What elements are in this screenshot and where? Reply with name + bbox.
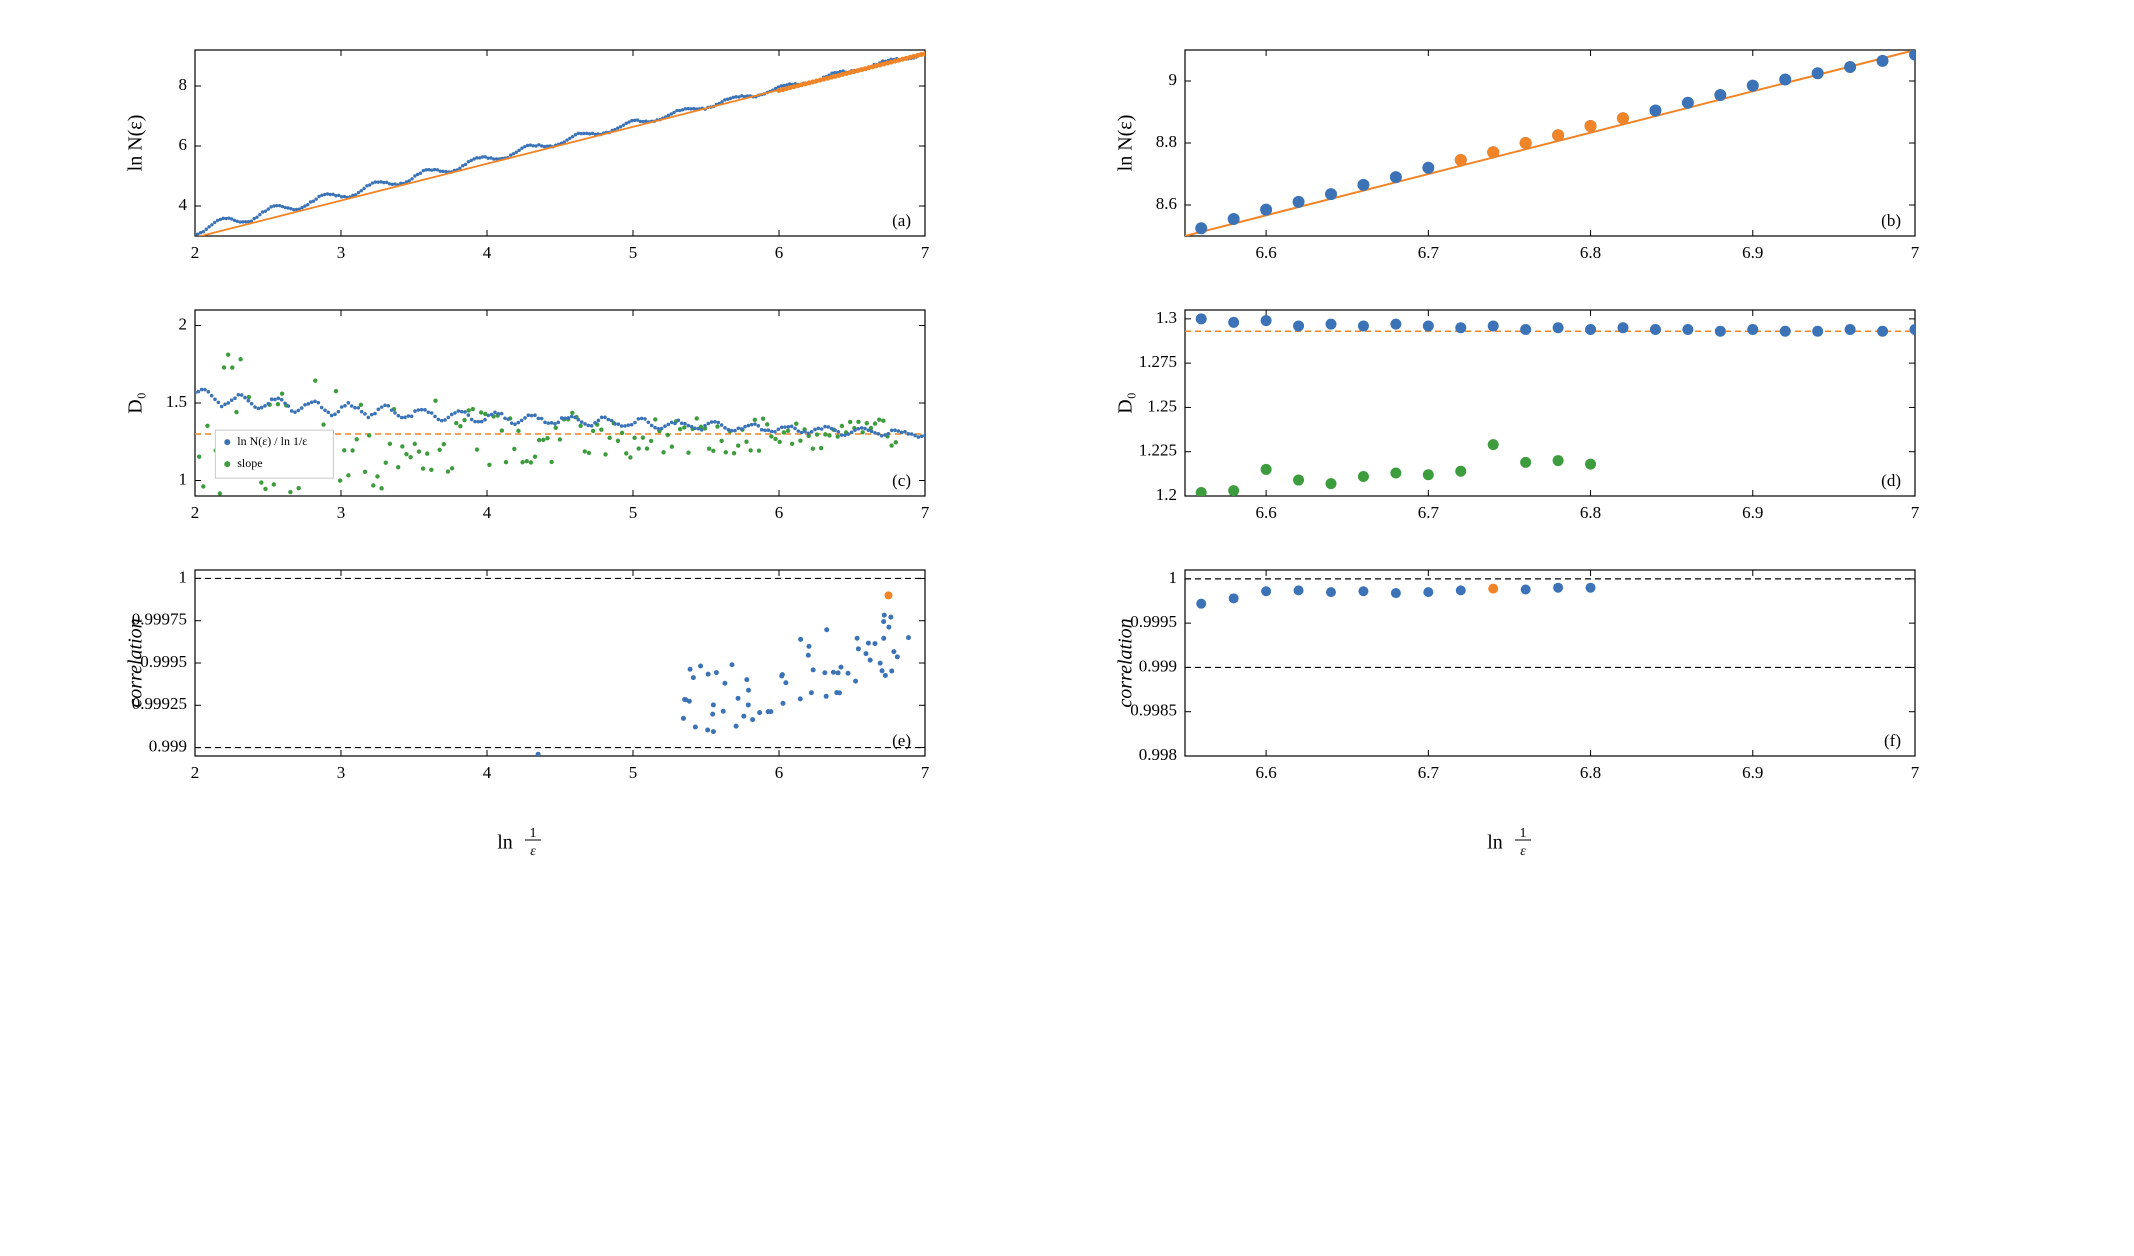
panel-c: 2 3 4 5 6 7 1 1.5 2 D₀ (c) ln N(ε) / ln 1/ε slope (117, 300, 1027, 530)
svg-text:0.9985: 0.9985 (1130, 701, 1177, 720)
panel-f: 6.6 6.7 6.8 6.9 7 0.998 0.9985 0.999 0.9995 1 corr… (1107, 560, 2017, 790)
svg-text:(d): (d) (1881, 471, 1901, 490)
svg-text:6.7: 6.7 (1418, 243, 1440, 262)
svg-text:ln N(ε): ln N(ε) (125, 115, 147, 172)
svg-text:3: 3 (337, 503, 346, 522)
svg-text:0.999: 0.999 (1139, 656, 1177, 675)
svg-text:correlation: correlation (1115, 618, 1137, 707)
svg-text:6.6: 6.6 (1255, 243, 1276, 262)
svg-text:7: 7 (1911, 243, 1920, 262)
svg-text:4: 4 (483, 243, 492, 262)
xlabel: ln 1 ε (1107, 820, 2017, 866)
svg-text:6.9: 6.9 (1742, 503, 1763, 522)
svg-text:ln N(ε) / ln 1/ε: ln N(ε) / ln 1/ε (237, 434, 307, 448)
svg-text:7: 7 (1911, 763, 1920, 782)
svg-text:4: 4 (483, 503, 492, 522)
xlabel: ln 1 ε (117, 820, 1027, 866)
panel-e: 2345670.9990.999250.99950.999751correlat… (117, 560, 1027, 790)
svg-text:slope: slope (237, 456, 262, 470)
svg-text:1: 1 (179, 567, 188, 586)
svg-text:6: 6 (179, 135, 188, 154)
panel-a: 2 3 4 5 6 7 4 6 8 ln N(ε) (a) (117, 40, 1027, 270)
svg-text:6.7: 6.7 (1418, 763, 1440, 782)
svg-text:6.8: 6.8 (1580, 503, 1601, 522)
svg-text:1.2: 1.2 (1156, 485, 1177, 504)
panel-b: 6.6 6.7 6.8 6.9 7 8.6 8.8 9 ln N(ε) (b) (1107, 40, 2017, 270)
svg-text:(c): (c) (892, 471, 911, 490)
svg-text:1: 1 (530, 826, 537, 841)
svg-text:2: 2 (191, 763, 200, 782)
svg-text:7: 7 (921, 243, 930, 262)
svg-text:(f): (f) (1884, 731, 1901, 750)
svg-text:0.999: 0.999 (149, 736, 187, 755)
svg-text:8: 8 (179, 75, 188, 94)
svg-text:2: 2 (179, 314, 188, 333)
svg-text:D₀: D₀ (1115, 392, 1137, 413)
svg-text:6.9: 6.9 (1742, 763, 1763, 782)
svg-text:3: 3 (337, 243, 346, 262)
svg-text:6.7: 6.7 (1418, 503, 1440, 522)
svg-text:ε: ε (1520, 844, 1526, 859)
svg-text:6.6: 6.6 (1255, 763, 1276, 782)
svg-text:correlation: correlation (125, 618, 147, 707)
svg-text:4: 4 (483, 763, 492, 782)
svg-text:0.9995: 0.9995 (1130, 612, 1177, 631)
svg-text:5: 5 (629, 243, 638, 262)
svg-text:6: 6 (775, 503, 784, 522)
svg-text:(b): (b) (1881, 211, 1901, 230)
svg-text:D₀: D₀ (125, 392, 147, 413)
svg-text:5: 5 (629, 503, 638, 522)
svg-text:5: 5 (629, 763, 638, 782)
panel-d: 6.6 6.7 6.8 6.9 7 1.2 1.225 1.25 1.275 1.3 D₀ (d) (1107, 300, 2017, 530)
svg-text:9: 9 (1169, 70, 1178, 89)
svg-text:6: 6 (775, 243, 784, 262)
svg-text:0.998: 0.998 (1139, 745, 1177, 764)
svg-text:ε: ε (530, 844, 536, 859)
svg-text:3: 3 (337, 763, 346, 782)
svg-text:6.8: 6.8 (1580, 243, 1601, 262)
svg-text:1: 1 (179, 469, 188, 488)
svg-text:1: 1 (1520, 826, 1527, 841)
svg-text:2: 2 (191, 503, 200, 522)
svg-text:(a): (a) (892, 211, 911, 230)
svg-text:8.8: 8.8 (1156, 132, 1177, 151)
svg-text:0.9995: 0.9995 (140, 652, 187, 671)
svg-text:7: 7 (921, 503, 930, 522)
svg-text:1.275: 1.275 (1139, 352, 1177, 371)
svg-text:ln: ln (497, 832, 513, 854)
svg-text:7: 7 (921, 763, 930, 782)
svg-text:1: 1 (1169, 568, 1178, 587)
svg-text:1.5: 1.5 (166, 392, 187, 411)
svg-text:2: 2 (191, 243, 200, 262)
svg-text:1.25: 1.25 (1147, 396, 1177, 415)
svg-text:ln: ln (1487, 832, 1503, 854)
svg-text:1.225: 1.225 (1139, 441, 1177, 460)
svg-text:6.8: 6.8 (1580, 763, 1601, 782)
svg-text:6: 6 (775, 763, 784, 782)
svg-text:1.3: 1.3 (1156, 308, 1177, 327)
svg-text:6.6: 6.6 (1255, 503, 1276, 522)
svg-text:6.9: 6.9 (1742, 243, 1763, 262)
svg-text:8.6: 8.6 (1156, 194, 1177, 213)
svg-text:4: 4 (179, 195, 188, 214)
svg-text:ln N(ε): ln N(ε) (1115, 115, 1137, 172)
svg-text:7: 7 (1911, 503, 1920, 522)
